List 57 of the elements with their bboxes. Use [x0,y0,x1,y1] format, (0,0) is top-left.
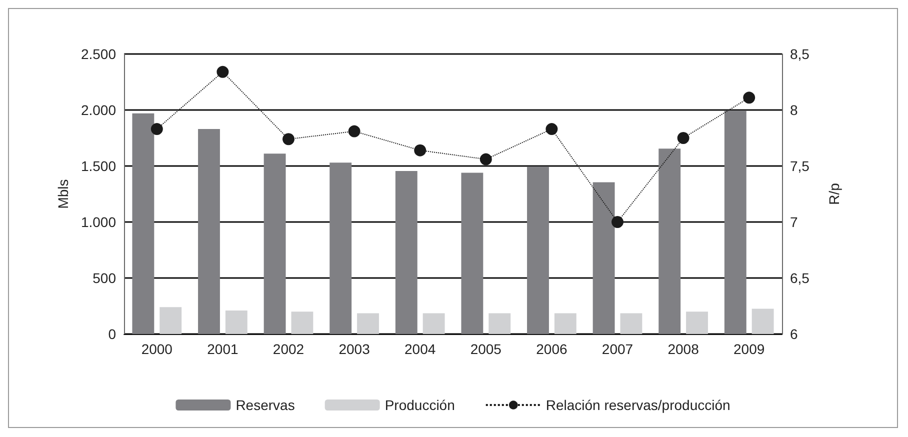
legend-label: Reservas [236,397,295,413]
bar [592,182,615,334]
bar [395,171,418,334]
point [546,123,558,136]
y-tick-label: 500 [92,270,116,286]
point [150,123,163,136]
bar [422,313,445,334]
y-tick-label: 1.000 [80,214,116,230]
bar [357,313,379,334]
point [677,132,690,144]
y2-tick-label: 6,5 [790,270,810,286]
y-axis-title: Mbls [55,179,72,209]
y2-axis-title: R/p [826,182,842,205]
bar [132,113,154,334]
bar [330,162,352,334]
bar [724,110,746,334]
bar [225,310,248,334]
y2-tick-label: 7,5 [790,158,810,174]
x-tick-label: 2004 [404,341,436,357]
x-tick-label: 2006 [536,341,568,357]
y-tick-label: 2.000 [80,102,116,118]
x-tick-label: 2007 [602,341,634,357]
y-tick-label: 1.500 [80,158,116,174]
bar [461,172,484,334]
x-tick-label: 2009 [734,341,765,357]
x-tick-label: 2002 [272,341,304,357]
x-tick-label: 2003 [338,341,370,357]
point [348,125,360,138]
bar [686,312,708,334]
y-tick-label: 2.500 [80,46,116,62]
point [216,66,229,78]
bar [160,307,182,334]
x-tick-label: 2000 [141,341,173,357]
legend-label: Relación reservas/producción [546,397,730,413]
y2-tick-label: 8 [790,102,798,118]
bar [752,308,774,334]
point [414,144,426,156]
bar [658,148,681,334]
x-tick-label: 2005 [470,341,502,357]
bar [620,313,642,334]
bar [554,313,576,334]
x-tick-label: 2001 [207,341,238,357]
point [743,92,756,104]
y2-tick-label: 7 [790,214,798,230]
x-tick-label: 2008 [668,341,700,357]
point [612,216,624,228]
point [480,153,492,166]
point [282,133,294,146]
y2-tick-label: 6 [790,326,798,342]
y2-tick-label: 8,5 [790,46,810,62]
y-tick-label: 0 [108,326,116,342]
bar [291,312,314,334]
bar [488,313,511,334]
bar [198,129,220,334]
bar [527,166,549,334]
legend-label: Producción [384,397,455,413]
bar [264,154,286,334]
